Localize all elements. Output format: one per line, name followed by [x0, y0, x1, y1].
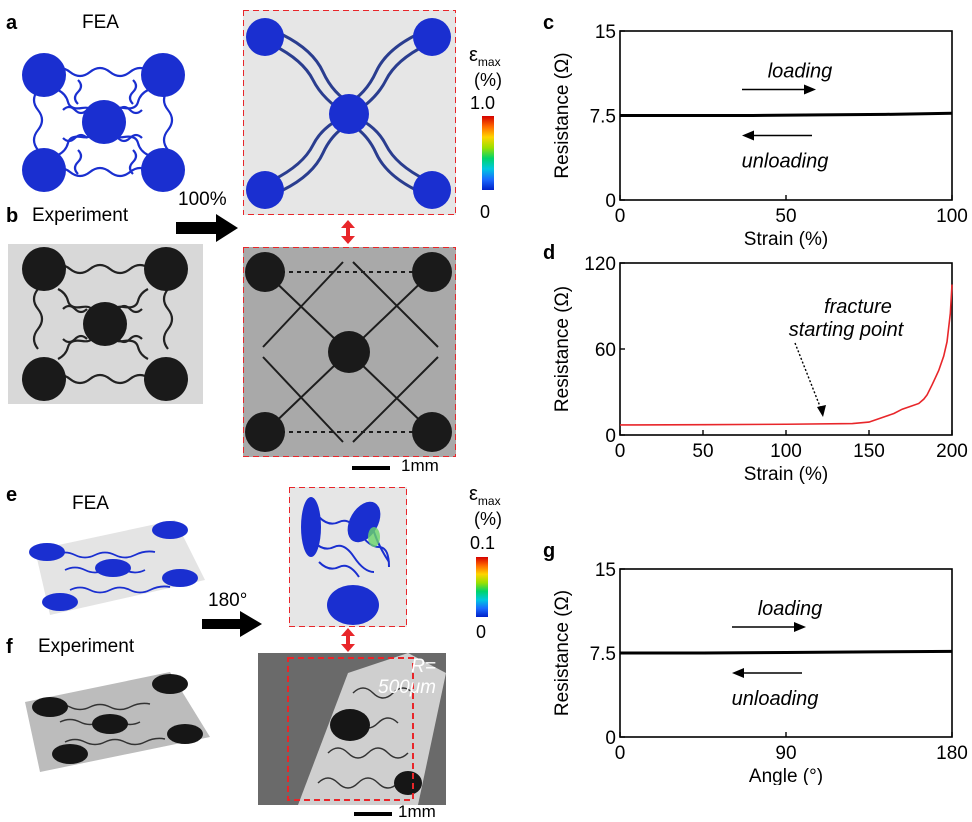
fea-lattice-image [8, 50, 203, 195]
colorbar-top-unit: (%) [474, 70, 502, 90]
annotation-fracture-line1: fracture [824, 296, 892, 318]
x-tick-label-g: 90 [775, 743, 796, 764]
y-tick-label-d: 120 [584, 254, 616, 275]
chart-g: 0 90 180 0 7.5 15 Angle (°) Resistance (Ω) loadi… [552, 560, 968, 785]
panel-g-letter: g [543, 540, 556, 562]
scale-bar-top [352, 466, 390, 470]
y-tick-label-c: 15 [595, 22, 616, 43]
y-axis-label-d: Resistance (Ω) [552, 286, 573, 412]
y-axis-label-c: Resistance (Ω) [552, 52, 573, 178]
y-tick-label-c: 0 [605, 191, 616, 212]
panel-b-letter: b [6, 205, 19, 227]
x-tick-label-c: 100 [936, 206, 968, 227]
x-tick-label-d: 150 [853, 441, 885, 462]
y-tick-label-d: 0 [605, 426, 616, 447]
scale-bar-bottom-label: 1mm [398, 802, 436, 821]
experiment-bend-image [25, 672, 210, 772]
panel-a-title: FEA [82, 12, 119, 33]
y-tick-label-g: 0 [605, 728, 616, 749]
x-tick-label-g: 180 [936, 743, 968, 764]
colorbar-bottom-max: 0.1 [470, 533, 496, 553]
fea-bent-image [289, 487, 407, 627]
loading-arrow-head [794, 622, 806, 632]
fracture-pointer-line [794, 342, 822, 410]
colorbar-top-min: 0 [480, 202, 491, 222]
colorbar-top-gradient [482, 116, 494, 190]
panel-e-letter: e [6, 484, 18, 506]
x-tick-label-d: 50 [692, 441, 713, 462]
x-axis-label-d: Strain (%) [744, 464, 828, 485]
y-axis-label-g: Resistance (Ω) [552, 590, 573, 716]
experiment-lattice-image [8, 244, 203, 404]
fracture-pointer-head [817, 405, 826, 417]
y-tick-label-g: 15 [595, 560, 616, 581]
red-double-arrow-bottom [341, 628, 355, 652]
radius-label: R= 500μm [378, 656, 436, 698]
colorbar-bottom-min: 0 [476, 622, 487, 642]
bend-label: 180° [208, 590, 248, 611]
chart-c: 0 50 100 0 7.5 15 Strain (%) Resistance (Ω) load… [552, 22, 968, 250]
fea-bend-image [29, 520, 205, 615]
x-tick-label-c: 0 [615, 206, 626, 227]
colorbar-top-title: εmax [469, 44, 501, 69]
experiment-stretched-image [243, 247, 456, 457]
panel-d-letter: d [543, 242, 556, 264]
colorbar-top-max: 1.0 [470, 93, 496, 113]
panel-e-title: FEA [72, 493, 109, 514]
panel-b-title: Experiment [32, 205, 129, 226]
annotation-unloading: unloading [732, 688, 819, 710]
colorbar-bottom-gradient [476, 557, 488, 617]
unloading-arrow-head [742, 130, 754, 141]
stretch-arrow [176, 214, 238, 242]
y-tick-label-g: 7.5 [590, 644, 616, 665]
colorbar-bottom-title: εmax [469, 483, 501, 508]
red-double-arrow-top [341, 220, 355, 244]
colorbar-bottom-unit: (%) [474, 509, 502, 529]
bend-arrow [202, 611, 262, 637]
x-axis-label-c: Strain (%) [744, 229, 828, 250]
panel-f-letter: f [6, 636, 13, 658]
series-line-g [620, 649, 953, 655]
unloading-arrow-head [732, 668, 744, 678]
series-line-d [619, 284, 953, 426]
panel-a-letter: a [6, 12, 18, 34]
x-tick-label-d: 0 [615, 441, 626, 462]
stretch-label: 100% [178, 189, 227, 210]
annotation-unloading: unloading [742, 151, 829, 173]
y-tick-label-c: 7.5 [590, 107, 616, 128]
series-line-c [620, 111, 953, 117]
x-tick-label-d: 200 [936, 441, 968, 462]
x-tick-label-c: 50 [775, 206, 796, 227]
experiment-bent-image [258, 653, 446, 805]
y-tick-label-d: 60 [595, 340, 616, 361]
scale-bar-top-label: 1mm [401, 456, 439, 475]
x-tick-label-d: 100 [770, 441, 802, 462]
loading-arrow-head [804, 84, 816, 95]
annotation-fracture-line2: starting point [789, 319, 905, 341]
panel-f-title: Experiment [38, 636, 135, 657]
annotation-loading: loading [758, 598, 823, 620]
scale-bar-bottom [354, 812, 392, 816]
chart-d: 0 50 100 150 200 0 60 120 Strain (%) Resistance (… [552, 254, 968, 485]
panel-c-letter: c [543, 12, 555, 34]
annotation-loading: loading [768, 61, 833, 83]
x-axis-label-g: Angle (°) [749, 766, 823, 785]
fea-stretched-image [243, 10, 456, 215]
x-tick-label-g: 0 [615, 743, 626, 764]
